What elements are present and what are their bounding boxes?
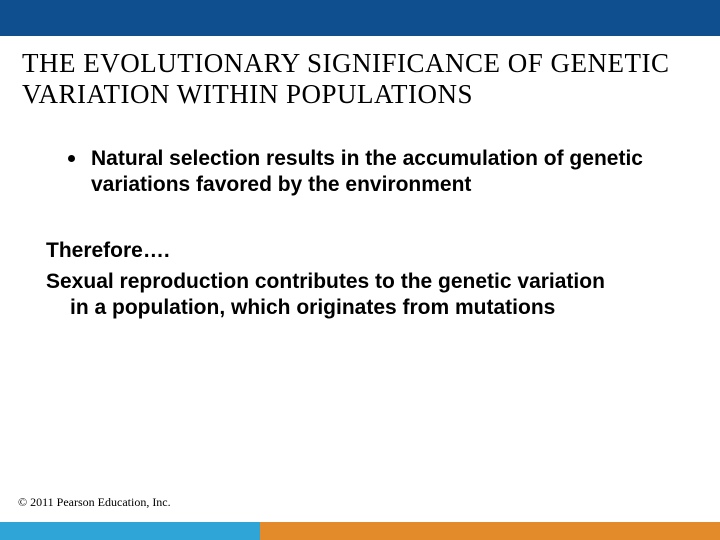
- top-accent-bar: [0, 0, 720, 36]
- bullet-item: Natural selection results in the accumul…: [40, 146, 680, 199]
- conclusion-text: Sexual reproduction contributes to the g…: [46, 269, 680, 322]
- conclusion-line-2: in a population, which originates from m…: [46, 295, 660, 321]
- copyright-text: © 2011 Pearson Education, Inc.: [18, 495, 171, 510]
- footer-stripe: [0, 522, 720, 540]
- slide-body: Natural selection results in the accumul…: [0, 118, 720, 321]
- conclusion-line-1: Sexual reproduction contributes to the g…: [46, 270, 605, 293]
- slide-title: THE EVOLUTIONARY SIGNIFICANCE OF GENETIC…: [0, 36, 720, 118]
- footer-stripe-right: [260, 522, 720, 540]
- bullet-dot-icon: [68, 155, 75, 162]
- therefore-text: Therefore….: [46, 239, 680, 263]
- bullet-text: Natural selection results in the accumul…: [91, 146, 680, 199]
- footer-stripe-left: [0, 522, 260, 540]
